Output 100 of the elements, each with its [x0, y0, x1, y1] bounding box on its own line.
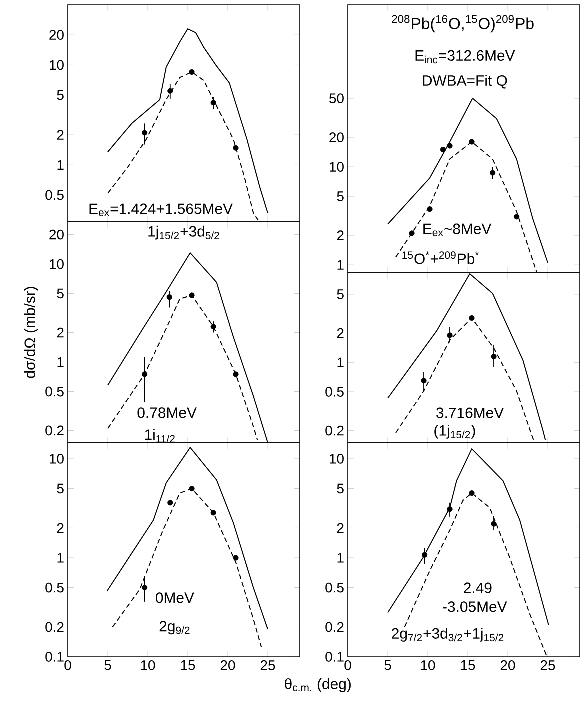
point — [189, 292, 195, 298]
point — [233, 555, 239, 561]
annotation: -3.05MeV — [443, 602, 508, 612]
point — [440, 146, 446, 153]
annotation: E$_{inc}$=312.6MeV — [416, 50, 516, 64]
point — [491, 354, 497, 360]
point — [142, 585, 148, 591]
y-tick-label: 50 — [330, 94, 344, 104]
point — [514, 214, 520, 220]
y-axis-title: dσ/dΩ (mb/sr) — [24, 287, 38, 378]
x-tick-label: 5 — [384, 660, 392, 670]
y-tick-label: 0.5 — [326, 582, 344, 593]
annotation: 2g$_{7/2}$+3d$_{3/2}$+1j$_{15/2}$ — [392, 628, 504, 642]
point — [409, 230, 415, 236]
y-tick-label: 5 — [337, 484, 344, 494]
y-tick-label: 10 — [50, 60, 64, 70]
x-tick-label: 15 — [461, 660, 476, 670]
annotation: 0.78MeV — [138, 408, 197, 418]
annotation: 2.49 — [464, 582, 492, 594]
annotation: 1i$_{11/2}$ — [145, 429, 175, 443]
point — [490, 170, 496, 176]
point — [233, 145, 239, 151]
point — [142, 130, 148, 136]
y-tick-label: 0.2 — [326, 426, 344, 436]
y-tick-label: 0.5 — [326, 387, 344, 397]
x-tick-label: 10 — [421, 660, 436, 670]
point — [210, 324, 216, 330]
x-tick-label: 25 — [260, 660, 276, 670]
y-tick-label: 10 — [330, 162, 344, 172]
x-tick-label: 0 — [344, 660, 352, 670]
x-tick-label: 25 — [540, 660, 556, 670]
y-tick-label: 0.5 — [46, 190, 64, 200]
y-tick-label: 0.2 — [46, 622, 64, 632]
x-axis-title: θ$_{c.m.}$ (deg) — [285, 678, 351, 692]
annotation: 2g$_{9/2}$ — [160, 621, 190, 635]
y-tick-label: 20 — [50, 30, 64, 40]
x-tick-label: 0 — [64, 660, 72, 670]
point — [189, 486, 195, 492]
x-tick-label: 20 — [220, 660, 236, 670]
y-tick-label: 2 — [57, 523, 64, 534]
point — [421, 378, 427, 384]
y-tick-label: 20 — [330, 132, 344, 142]
point — [447, 143, 453, 149]
y-tick-label: 1 — [338, 260, 344, 270]
line-series — [388, 448, 550, 626]
line-series — [388, 98, 549, 264]
annotation: DWBA=Fit Q — [423, 75, 508, 89]
y-tick-label: 10 — [50, 454, 64, 464]
y-tick-label: 1 — [338, 553, 344, 563]
x-tick-label: 15 — [181, 660, 196, 670]
x-tick-label: 20 — [500, 660, 516, 670]
y-tick-label: 0.2 — [46, 426, 64, 436]
y-tick-label: 0.2 — [326, 622, 344, 632]
y-tick-label: 2 — [57, 130, 64, 140]
y-tick-label: 5 — [57, 90, 64, 100]
point — [491, 521, 497, 527]
point — [166, 294, 172, 300]
point — [422, 552, 428, 558]
annotation: $^{15}$O$^{*}$+$^{209}$Pb$^{*}$ — [402, 252, 480, 264]
point — [469, 315, 475, 322]
y-tick-label: 5 — [337, 192, 344, 202]
point — [168, 500, 174, 506]
annotation: E$_{ex}$~8MeV — [424, 224, 492, 236]
x-tick-label: 5 — [104, 660, 112, 670]
annotation: 3.716MeV — [436, 408, 504, 418]
point — [210, 510, 216, 516]
y-tick-label: 10 — [330, 454, 344, 464]
annotation: 1j$_{15/2}$+3d$_{5/2}$ — [148, 226, 220, 240]
y-tick-label: 0.5 — [46, 582, 64, 593]
point — [189, 69, 195, 76]
y-tick-label: 5 — [57, 484, 64, 494]
y-tick-label: 1 — [58, 357, 64, 368]
y-tick-label: 1 — [58, 553, 64, 563]
point — [447, 332, 453, 338]
point — [469, 139, 475, 145]
y-tick-label: 1 — [58, 160, 64, 170]
annotation: E$_{ex}$=1.424+1.565MeV — [90, 204, 233, 216]
y-tick-label: 5 — [57, 288, 64, 299]
x-tick-label: 10 — [141, 660, 156, 670]
point — [233, 372, 239, 378]
y-tick-label: 2 — [337, 328, 344, 338]
point — [168, 88, 174, 94]
y-tick-label: 5 — [337, 290, 344, 300]
line-series — [108, 28, 269, 214]
point — [142, 372, 148, 378]
y-tick-label: 10 — [50, 259, 64, 270]
y-tick-label: 2 — [57, 328, 64, 338]
text: $^{208}$Pb($^{16}$O,$^{15}$O)$^{209}$Pb — [392, 15, 534, 33]
y-tick-label: 0.1 — [46, 652, 64, 662]
point — [447, 506, 453, 512]
y-tick-label: 0.5 — [46, 386, 64, 397]
annotation: (1j$_{15/2}$) — [434, 424, 476, 439]
y-tick-label: 2 — [337, 523, 344, 534]
y-tick-label: 0.1 — [326, 652, 344, 662]
y-tick-label: 20 — [50, 230, 64, 240]
y-tick-label: 1 — [338, 358, 344, 368]
point — [427, 206, 433, 212]
point — [469, 490, 475, 496]
point — [210, 100, 216, 106]
annotation: 0MeV — [156, 592, 194, 604]
